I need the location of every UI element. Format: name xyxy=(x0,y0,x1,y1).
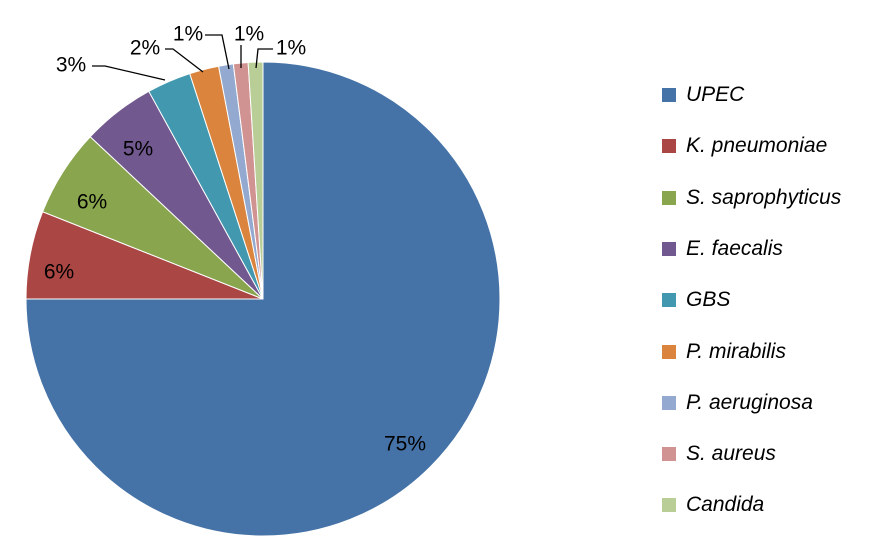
legend-item: K. pneumoniae xyxy=(662,131,827,161)
legend-label: P. aeruginosa xyxy=(686,390,813,414)
pie-slices xyxy=(25,61,501,537)
pie-slice-1 xyxy=(25,61,501,537)
data-label-8: 1% xyxy=(234,23,264,46)
legend-swatch xyxy=(662,498,676,513)
data-label-5: 3% xyxy=(56,54,86,77)
data-labels: 75% 6% 6% 5% 3% 2% 1% 1% 1% xyxy=(44,23,426,456)
data-label-4: 5% xyxy=(123,138,153,161)
legend-item: Candida xyxy=(662,490,764,520)
legend-label: Candida xyxy=(686,493,765,517)
legend-swatch xyxy=(662,139,676,154)
data-label-9: 1% xyxy=(276,37,306,60)
legend-item: P. mirabilis xyxy=(662,337,786,367)
legend-label: S. aureus xyxy=(686,442,776,466)
leader-line-7 xyxy=(205,34,230,70)
data-label-1: 75% xyxy=(384,433,426,456)
leader-lines xyxy=(92,34,273,81)
legend-swatch xyxy=(662,241,676,256)
legend-item: S. saprophyticus xyxy=(662,183,841,213)
legend-swatch xyxy=(662,344,676,359)
legend-swatch xyxy=(662,293,676,308)
legend-label: P. mirabilis xyxy=(686,339,786,363)
legend-item: UPEC xyxy=(662,80,744,110)
data-label-3: 6% xyxy=(77,191,107,214)
data-label-6: 2% xyxy=(130,37,160,60)
legend-item: S. aureus xyxy=(662,439,776,469)
pie-slice-9 xyxy=(247,61,264,300)
legend-swatch xyxy=(662,395,676,410)
leader-line-6 xyxy=(165,48,204,73)
legend-swatch xyxy=(662,88,676,102)
leader-line-9 xyxy=(255,48,273,69)
legend-swatch xyxy=(662,190,676,205)
legend-item: GBS xyxy=(662,285,730,315)
legend-label: E. faecalis xyxy=(686,236,783,260)
legend-item: P. aeruginosa xyxy=(662,388,813,418)
legend-item: E. faecalis xyxy=(662,234,783,264)
leader-line-5 xyxy=(92,65,166,81)
legend-label: S. saprophyticus xyxy=(686,185,842,209)
legend-label: UPEC xyxy=(686,83,745,106)
data-label-7: 1% xyxy=(173,23,203,46)
legend-swatch xyxy=(662,447,676,462)
legend-label: GBS xyxy=(686,288,731,312)
data-label-2: 6% xyxy=(44,261,74,284)
legend-label: K. pneumoniae xyxy=(686,134,828,158)
